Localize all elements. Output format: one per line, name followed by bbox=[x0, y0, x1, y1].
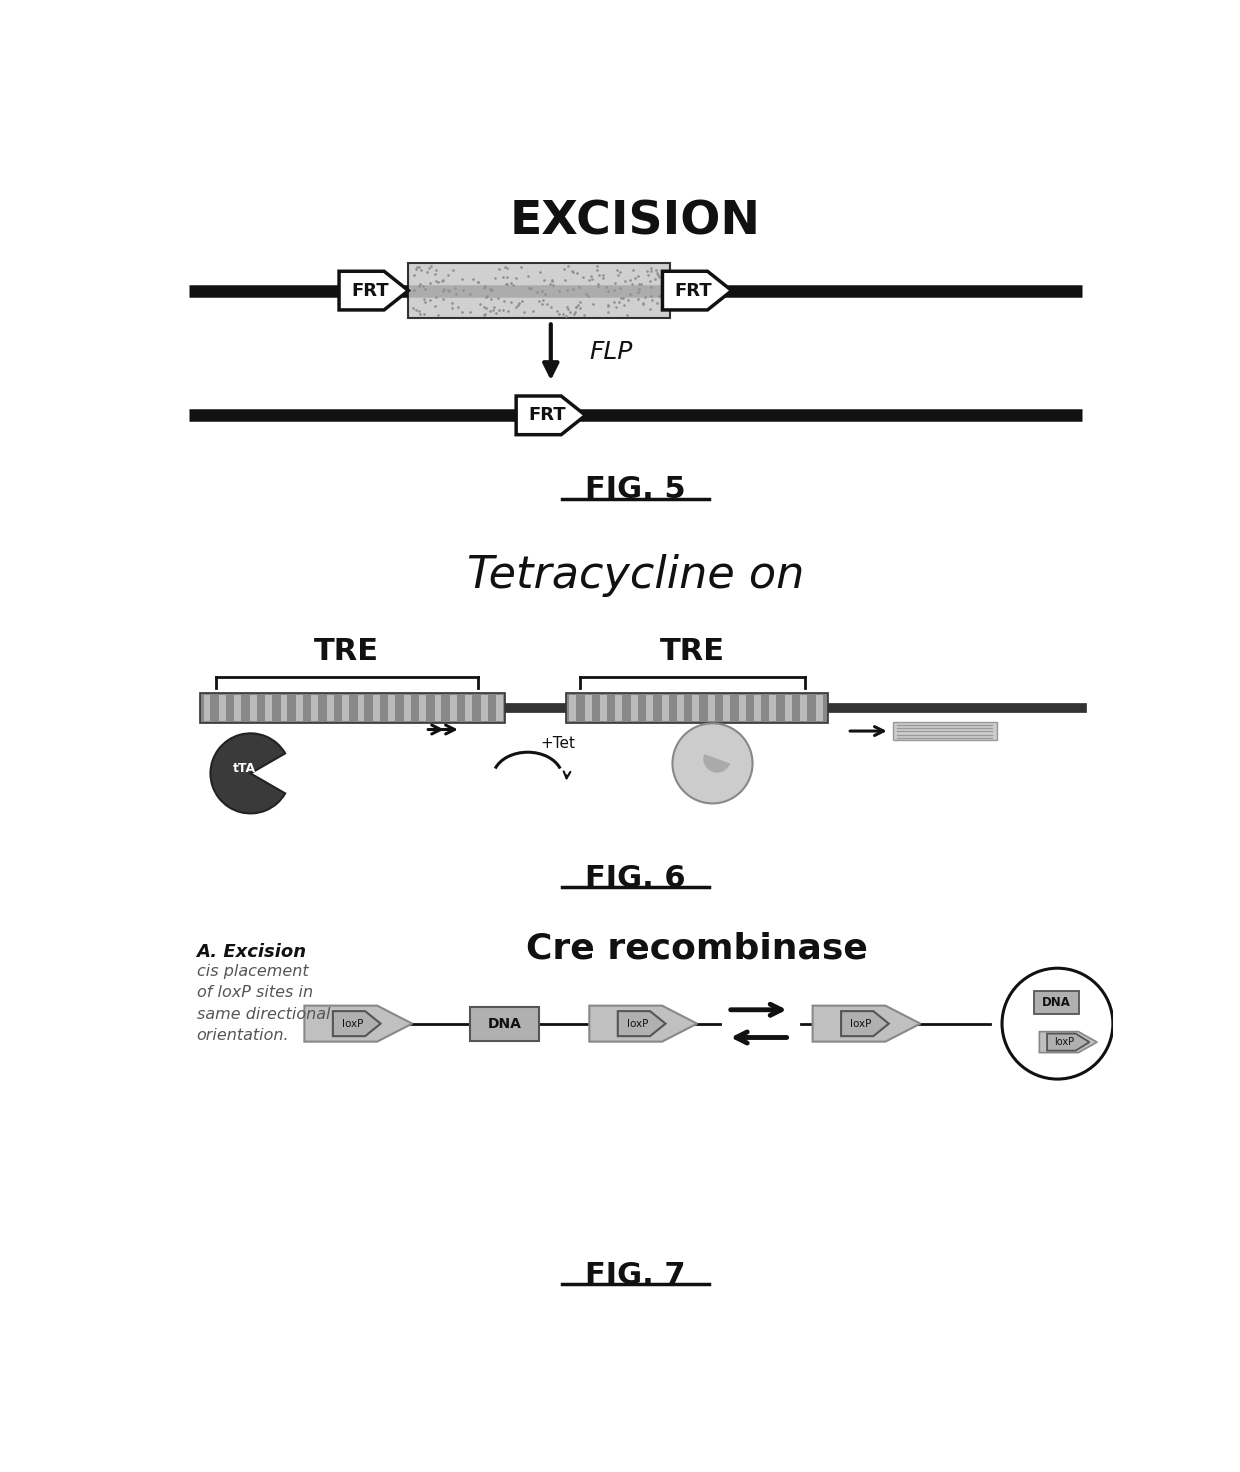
Polygon shape bbox=[1047, 1033, 1090, 1051]
Text: FLP: FLP bbox=[589, 340, 632, 364]
Bar bbox=[585, 695, 591, 721]
Text: FRT: FRT bbox=[528, 406, 567, 424]
Text: TRE: TRE bbox=[314, 637, 379, 667]
Bar bbox=[569, 695, 577, 721]
Bar bbox=[723, 695, 730, 721]
Bar bbox=[739, 695, 745, 721]
Bar bbox=[234, 695, 242, 721]
Polygon shape bbox=[339, 271, 408, 311]
Bar bbox=[342, 695, 350, 721]
Text: loxP: loxP bbox=[342, 1019, 363, 1029]
Polygon shape bbox=[332, 1011, 381, 1036]
Polygon shape bbox=[1039, 1032, 1097, 1052]
Text: TRE: TRE bbox=[660, 637, 725, 667]
Bar bbox=[465, 695, 472, 721]
Text: cis placement
of loxP sites in
same directional
orientation.: cis placement of loxP sites in same dire… bbox=[197, 964, 330, 1044]
Text: A. Excision: A. Excision bbox=[197, 942, 306, 961]
Bar bbox=[203, 695, 211, 721]
Bar bbox=[219, 695, 226, 721]
Bar bbox=[201, 692, 505, 723]
Circle shape bbox=[1002, 969, 1112, 1079]
Bar bbox=[631, 695, 637, 721]
Text: Cre recombinase: Cre recombinase bbox=[526, 932, 868, 966]
Polygon shape bbox=[812, 1005, 920, 1042]
Bar bbox=[646, 695, 653, 721]
Bar bbox=[692, 695, 699, 721]
Bar bbox=[434, 695, 441, 721]
Wedge shape bbox=[703, 754, 730, 773]
Bar bbox=[311, 695, 319, 721]
Bar bbox=[388, 695, 396, 721]
Polygon shape bbox=[618, 1011, 666, 1036]
Bar bbox=[408, 263, 670, 318]
Bar bbox=[450, 695, 456, 721]
Polygon shape bbox=[589, 1005, 697, 1042]
Text: EXCISION: EXCISION bbox=[510, 200, 761, 244]
Text: +Tet: +Tet bbox=[541, 736, 575, 751]
Bar bbox=[754, 695, 761, 721]
Text: Tetracycline on: Tetracycline on bbox=[466, 553, 805, 598]
Text: FIG. 7: FIG. 7 bbox=[585, 1262, 686, 1289]
Bar bbox=[785, 695, 792, 721]
Bar bbox=[496, 695, 503, 721]
Bar bbox=[567, 692, 828, 723]
Bar bbox=[816, 695, 822, 721]
Bar bbox=[280, 695, 288, 721]
Text: FIG. 6: FIG. 6 bbox=[585, 864, 686, 894]
Text: FRT: FRT bbox=[675, 281, 713, 300]
Bar bbox=[419, 695, 427, 721]
Bar bbox=[708, 695, 714, 721]
Bar bbox=[249, 695, 257, 721]
Bar bbox=[404, 695, 410, 721]
Bar bbox=[770, 695, 776, 721]
Text: FRT: FRT bbox=[351, 281, 389, 300]
Text: FIG. 5: FIG. 5 bbox=[585, 475, 686, 505]
Bar bbox=[600, 695, 608, 721]
Bar bbox=[326, 695, 334, 721]
Wedge shape bbox=[211, 733, 285, 814]
Text: loxP: loxP bbox=[1054, 1038, 1074, 1047]
Bar bbox=[1034, 991, 1079, 1014]
Bar bbox=[677, 695, 684, 721]
Polygon shape bbox=[841, 1011, 889, 1036]
Text: loxP: loxP bbox=[627, 1019, 649, 1029]
Bar bbox=[894, 721, 997, 740]
Bar bbox=[470, 1007, 539, 1041]
Circle shape bbox=[672, 723, 753, 804]
Bar bbox=[296, 695, 303, 721]
Bar bbox=[373, 695, 379, 721]
Text: loxP: loxP bbox=[851, 1019, 872, 1029]
Text: DNA: DNA bbox=[1043, 997, 1071, 1010]
Polygon shape bbox=[516, 396, 585, 434]
Bar bbox=[265, 695, 272, 721]
Bar bbox=[615, 695, 622, 721]
Bar bbox=[662, 695, 668, 721]
Bar bbox=[800, 695, 807, 721]
Text: DNA: DNA bbox=[487, 1017, 522, 1030]
Text: tTA: tTA bbox=[233, 762, 255, 776]
Polygon shape bbox=[662, 271, 732, 311]
Polygon shape bbox=[304, 1005, 412, 1042]
Bar bbox=[481, 695, 487, 721]
Bar bbox=[357, 695, 365, 721]
